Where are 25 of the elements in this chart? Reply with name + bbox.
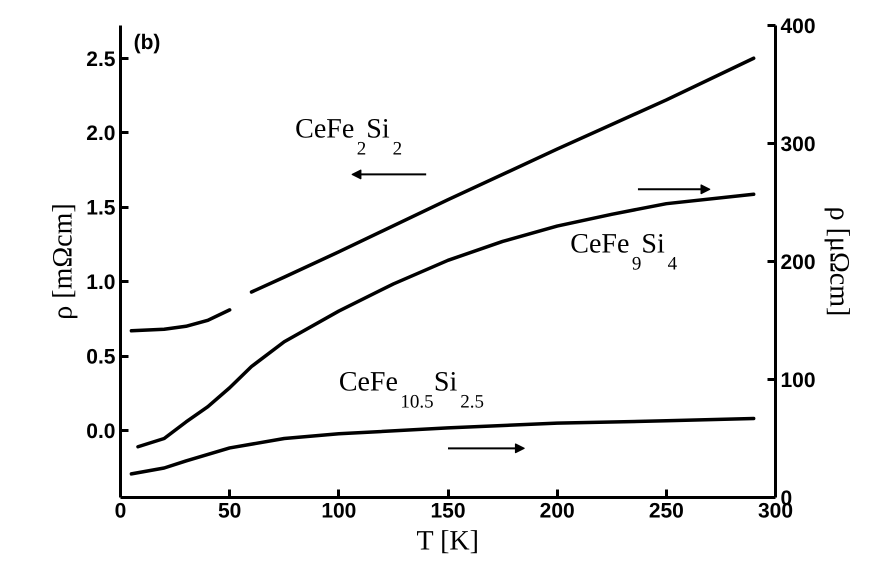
x-tick-label: 100 (321, 500, 356, 522)
y2-axis-title: ρ [μΩcm] (824, 206, 855, 316)
y-tick-label: 1.5 (86, 196, 116, 220)
y2-tick-label: 200 (780, 251, 816, 274)
y-tick-label: 2.5 (86, 48, 116, 71)
y-tick-label: 2.0 (86, 122, 116, 146)
y2-tick-label: 100 (780, 369, 816, 392)
x-tick-label: 250 (648, 500, 684, 522)
x-tick-label: 50 (218, 500, 242, 522)
annotation: CeFe9Si4 (570, 228, 678, 274)
y2-tick-label: 300 (780, 133, 816, 156)
annotation: (b) (134, 30, 160, 54)
y2-tick-label: 400 (780, 15, 816, 38)
annotation: CeFe10.5Si2.5 (338, 366, 484, 413)
annotation: CeFe2Si2 (295, 114, 402, 160)
y-tick-label: 0.0 (86, 420, 116, 443)
line-series (136, 192, 756, 449)
y-axis-title: ρ [mΩcm] (47, 203, 78, 320)
y-tick-label: 0.5 (86, 346, 116, 369)
x-tick-label: 150 (430, 500, 466, 522)
x-tick-label: 200 (540, 500, 575, 522)
x-axis-title: T [K] (416, 526, 479, 556)
y-tick-label: 1.0 (86, 271, 116, 294)
line-series (130, 416, 756, 476)
x-tick-label: 0 (114, 500, 126, 522)
